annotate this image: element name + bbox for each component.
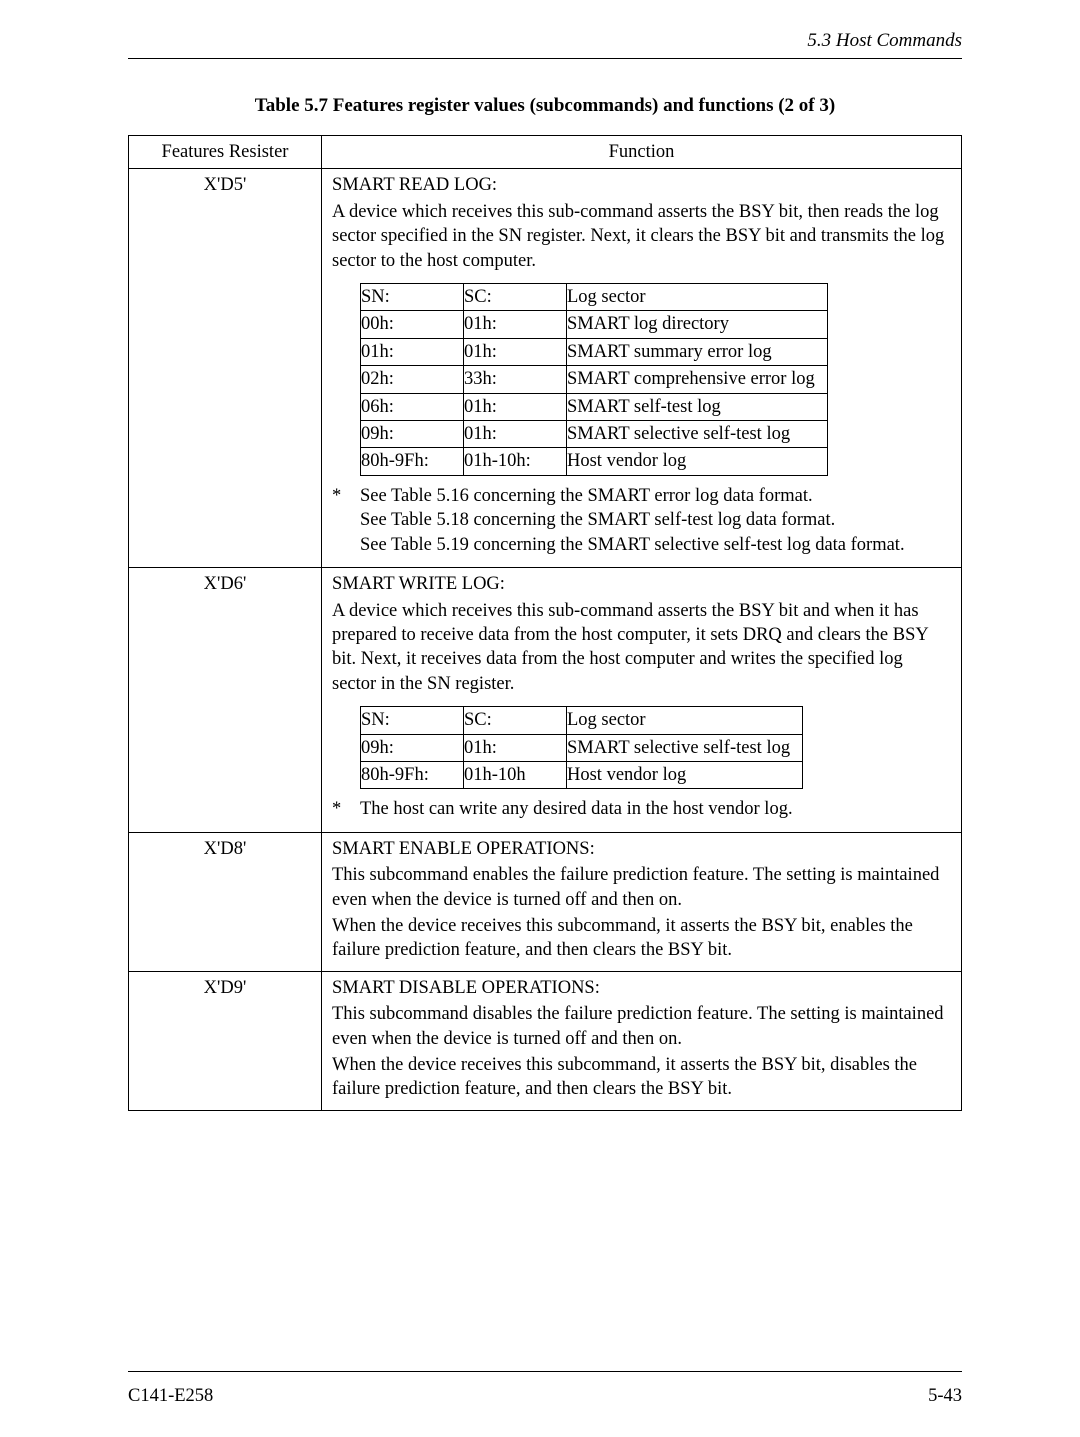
col-header-function: Function	[322, 136, 962, 169]
asterisk-icon: *	[332, 797, 360, 821]
function-name: SMART WRITE LOG:	[332, 572, 951, 596]
function-desc: A device which receives this sub-command…	[332, 200, 951, 273]
note: * See Table 5.16 concerning the SMART er…	[332, 484, 951, 557]
table-title: Table 5.7 Features register values (subc…	[128, 95, 962, 117]
function-para: When the device receives this subcommand…	[332, 1053, 951, 1102]
note-line: The host can write any desired data in t…	[360, 797, 951, 821]
col-header-features: Features Resister	[129, 136, 322, 169]
table-row: X'D6' SMART WRITE LOG: A device which re…	[129, 568, 962, 833]
function-para: This subcommand enables the failure pred…	[332, 863, 951, 912]
inner-col-sc: SC:	[464, 707, 567, 734]
note: * The host can write any desired data in…	[332, 797, 951, 821]
inner-col-log: Log sector	[567, 284, 828, 311]
note-line: See Table 5.18 concerning the SMART self…	[360, 508, 951, 532]
header-rule	[128, 58, 962, 59]
features-table: Features Resister Function X'D5' SMART R…	[128, 135, 962, 1111]
inner-col-sn: SN:	[361, 707, 464, 734]
inner-col-sn: SN:	[361, 284, 464, 311]
function-desc: A device which receives this sub-command…	[332, 599, 951, 697]
function-name: SMART DISABLE OPERATIONS:	[332, 976, 951, 1000]
function-name: SMART ENABLE OPERATIONS:	[332, 837, 951, 861]
footer-doc-id: C141-E258	[128, 1386, 213, 1407]
feature-code: X'D6'	[129, 568, 322, 833]
table-row: X'D9' SMART DISABLE OPERATIONS: This sub…	[129, 971, 962, 1110]
feature-code: X'D8'	[129, 832, 322, 971]
inner-col-log: Log sector	[567, 707, 803, 734]
function-para: When the device receives this subcommand…	[332, 914, 951, 963]
note-line: See Table 5.16 concerning the SMART erro…	[360, 484, 951, 508]
log-sector-table: SN: SC: Log sector 00h:01h:SMART log dir…	[360, 283, 828, 476]
feature-code: X'D5'	[129, 169, 322, 568]
asterisk-icon: *	[332, 484, 360, 557]
section-header: 5.3 Host Commands	[128, 30, 962, 58]
inner-col-sc: SC:	[464, 284, 567, 311]
feature-code: X'D9'	[129, 971, 322, 1110]
footer-page-number: 5-43	[928, 1386, 962, 1407]
note-line: See Table 5.19 concerning the SMART sele…	[360, 533, 951, 557]
function-name: SMART READ LOG:	[332, 173, 951, 197]
table-row: X'D5' SMART READ LOG: A device which rec…	[129, 169, 962, 568]
table-row: X'D8' SMART ENABLE OPERATIONS: This subc…	[129, 832, 962, 971]
function-para: This subcommand disables the failure pre…	[332, 1002, 951, 1051]
log-sector-table: SN: SC: Log sector 09h:01h:SMART selecti…	[360, 706, 803, 789]
